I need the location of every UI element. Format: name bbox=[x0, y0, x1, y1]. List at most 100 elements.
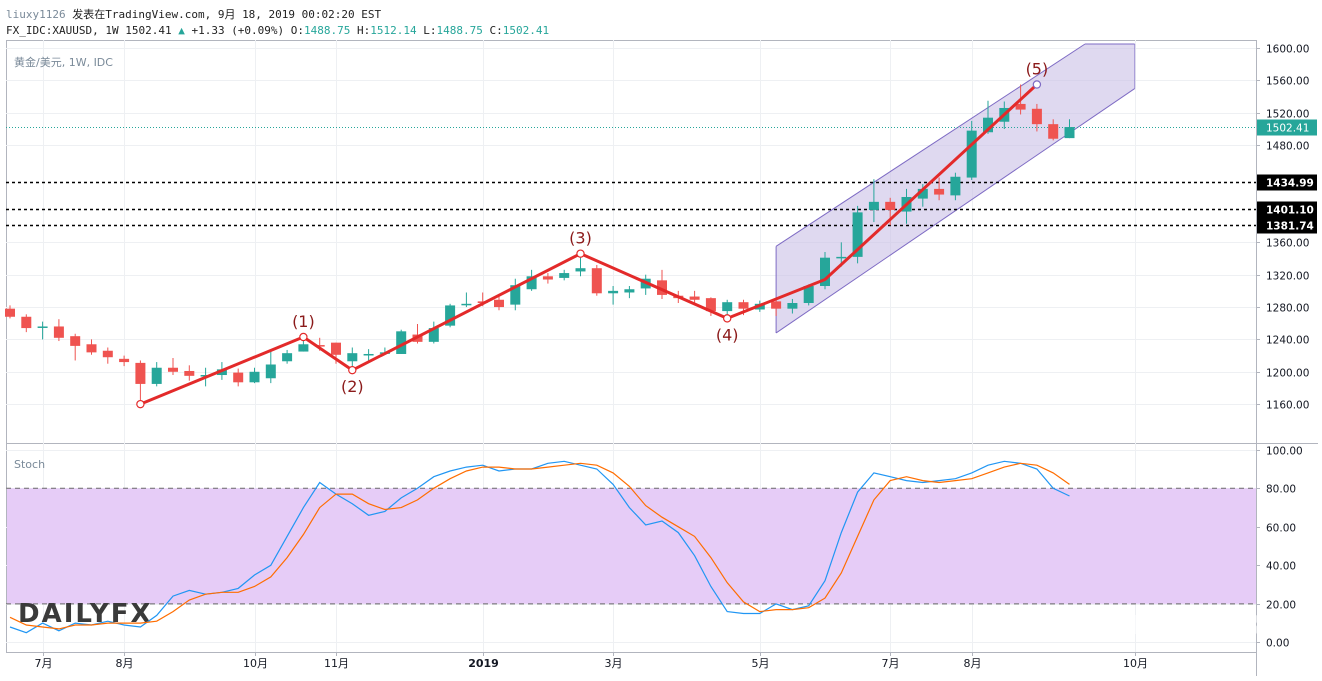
candle bbox=[820, 252, 830, 290]
stoch-tick-label: 80.00 bbox=[1266, 484, 1296, 496]
candle bbox=[86, 339, 97, 355]
candle bbox=[5, 305, 15, 319]
candle bbox=[608, 286, 619, 305]
candle-body bbox=[347, 353, 358, 362]
candle-body bbox=[966, 130, 977, 178]
price-tick-label: 1320.00 bbox=[1266, 271, 1309, 283]
time-tick-label: 10月 bbox=[1123, 657, 1148, 670]
candle-body bbox=[331, 342, 341, 355]
wave-point-marker[interactable] bbox=[576, 249, 585, 258]
candle bbox=[771, 298, 782, 316]
candle-body bbox=[21, 316, 32, 329]
level-label-bg bbox=[1257, 217, 1317, 234]
candle-body bbox=[917, 188, 928, 199]
stoch-band-layer bbox=[6, 487, 1256, 605]
candle bbox=[950, 172, 961, 201]
price-axis[interactable]: 1600.00 1560.00 1520.00 1480.00 1360.00 1320.… bbox=[1256, 44, 1309, 412]
time-tick-label: 8月 bbox=[964, 657, 982, 670]
candle-body bbox=[575, 268, 586, 272]
candle-body bbox=[184, 370, 195, 376]
candle-body bbox=[983, 117, 993, 133]
candle-body bbox=[233, 372, 244, 383]
candle-body bbox=[445, 305, 456, 326]
low-value: 1488.75 bbox=[436, 24, 483, 37]
price-tick-label: 1280.00 bbox=[1266, 303, 1309, 315]
candle bbox=[526, 269, 537, 291]
candle-body bbox=[1064, 127, 1075, 139]
elliott-wave[interactable]: (1) (2) (3) (4) (5) bbox=[136, 60, 1048, 409]
stoch-axis[interactable]: 100.00 80.00 60.00 40.00 20.00 0.00 bbox=[1256, 446, 1303, 650]
candle bbox=[787, 298, 798, 314]
candle bbox=[363, 349, 374, 362]
candle bbox=[445, 303, 456, 328]
wave-point-marker[interactable] bbox=[723, 314, 732, 323]
candles bbox=[5, 84, 1075, 405]
stoch-tick-label: 20.00 bbox=[1266, 600, 1296, 612]
candle-body bbox=[836, 256, 847, 259]
candle-body bbox=[86, 344, 97, 353]
candle bbox=[705, 297, 716, 316]
candle-body bbox=[705, 298, 716, 312]
wave-label: (1) bbox=[292, 312, 315, 331]
candle-body bbox=[510, 285, 521, 305]
author-name[interactable]: liuxy1126 bbox=[6, 8, 66, 21]
price-tick-label: 1360.00 bbox=[1266, 238, 1309, 250]
stoch-band bbox=[7, 488, 1256, 604]
candle-body bbox=[934, 188, 945, 195]
candle-body bbox=[689, 296, 700, 300]
ohlc-line: FX_IDC:XAUUSD, 1W 1502.41 ▲ +1.33 (+0.09… bbox=[6, 24, 549, 37]
stoch-series-k bbox=[9, 460, 1070, 634]
close-label: C: bbox=[489, 24, 503, 37]
candle bbox=[966, 120, 977, 180]
candle-body bbox=[559, 273, 570, 278]
candle bbox=[184, 365, 195, 381]
candle bbox=[852, 205, 863, 264]
candle bbox=[624, 286, 635, 299]
price-tick-label: 1240.00 bbox=[1266, 335, 1309, 347]
channel-lower-line[interactable] bbox=[775, 88, 1135, 334]
candle-body bbox=[1015, 103, 1026, 110]
candle bbox=[249, 367, 260, 384]
candle bbox=[510, 278, 521, 311]
candle-body bbox=[249, 371, 260, 383]
high-label: H: bbox=[357, 24, 371, 37]
wave-point-marker[interactable] bbox=[136, 399, 145, 409]
candle-body bbox=[168, 367, 178, 372]
channel-upper-line[interactable] bbox=[775, 43, 1086, 247]
price-tick-label: 1160.00 bbox=[1266, 400, 1309, 412]
candle-body bbox=[151, 367, 162, 384]
time-tick-label: 3月 bbox=[605, 657, 623, 670]
wave-point-marker[interactable] bbox=[348, 365, 357, 375]
wave-point-marker[interactable] bbox=[1032, 80, 1042, 89]
candle-body bbox=[868, 201, 879, 210]
candle-body bbox=[852, 212, 863, 257]
stoch-legend: Stoch bbox=[14, 458, 45, 471]
candle-body bbox=[950, 176, 961, 196]
candle bbox=[868, 179, 879, 223]
symbol-info: FX_IDC:XAUUSD, 1W 1502.41 bbox=[6, 24, 172, 37]
candle-body bbox=[396, 331, 407, 354]
candle bbox=[70, 333, 81, 361]
wave-point-marker[interactable] bbox=[299, 332, 308, 342]
time-axis[interactable]: 7月 8月 10月 11月 2019 3月 5月 7月 8月 10月 bbox=[35, 652, 1149, 670]
candle bbox=[934, 177, 945, 201]
candle bbox=[559, 269, 570, 281]
candle-body bbox=[37, 326, 48, 328]
stoch-tick-label: 100.00 bbox=[1266, 446, 1303, 458]
candle-body bbox=[314, 345, 325, 347]
candle bbox=[168, 358, 178, 376]
candle bbox=[135, 360, 146, 405]
horizontal-levels[interactable]: 1434.99 1401.10 1381.74 1502.41 bbox=[6, 119, 1317, 234]
level-label-bg bbox=[1257, 201, 1317, 218]
dailyfx-logo-faded: DAILYFX bbox=[1130, 611, 1265, 641]
wave-label: (3) bbox=[569, 229, 592, 248]
candle-body bbox=[657, 280, 667, 295]
watermark: DAILYFX DAILYFX bbox=[18, 599, 1265, 641]
candle bbox=[119, 355, 130, 367]
time-tick-label: 11月 bbox=[324, 657, 349, 670]
level-label: 1401.10 bbox=[1266, 205, 1314, 217]
level-label-bg bbox=[1257, 174, 1317, 191]
time-tick-label: 5月 bbox=[752, 657, 770, 670]
